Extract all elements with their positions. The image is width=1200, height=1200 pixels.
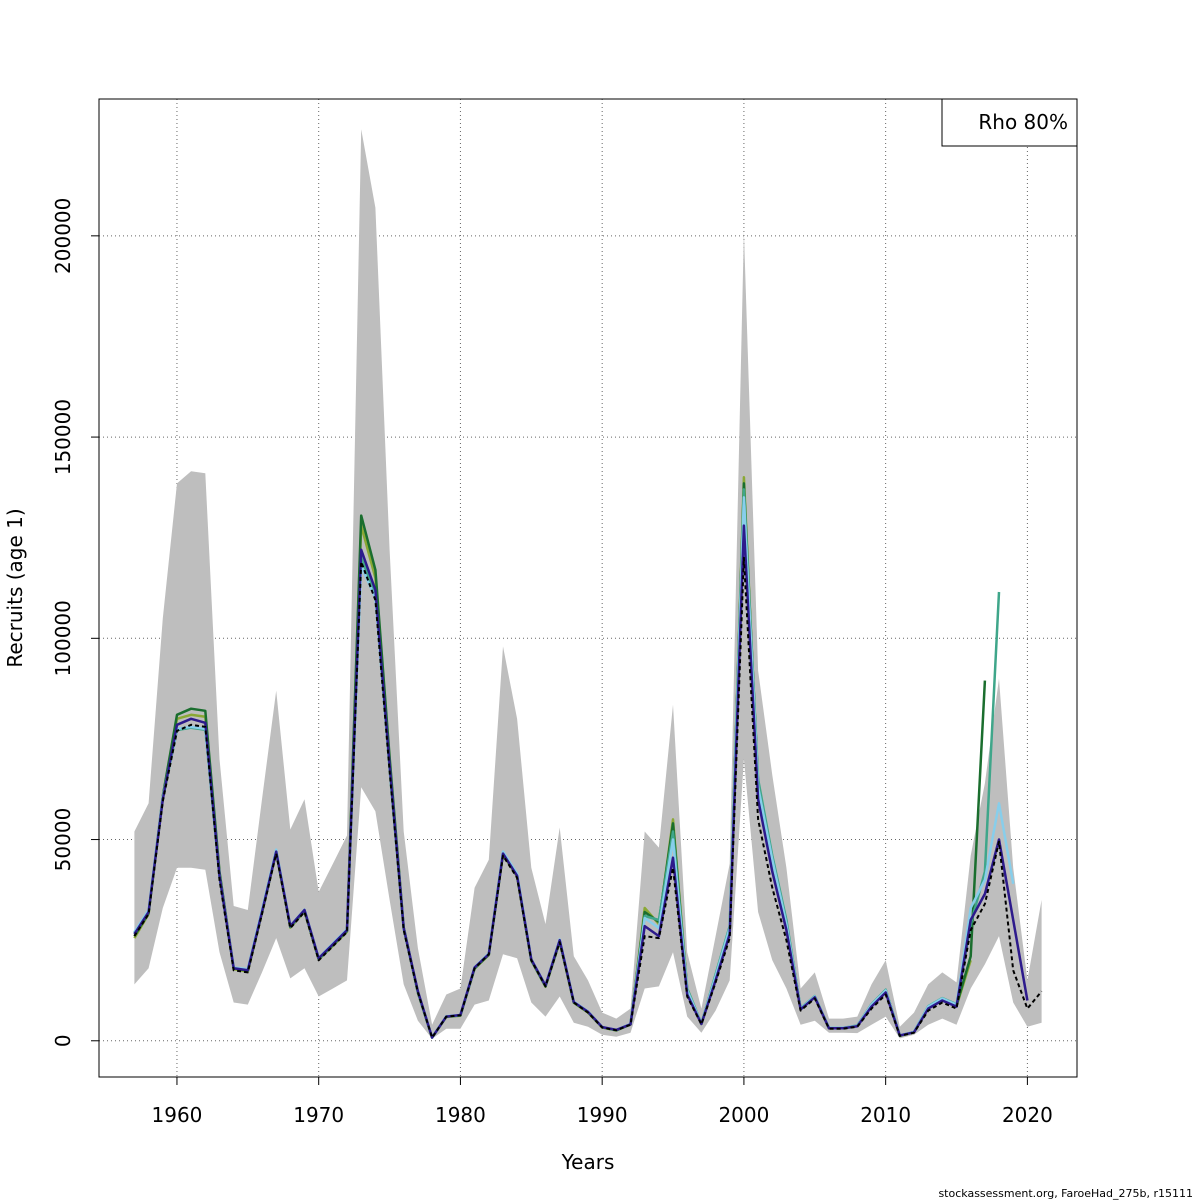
ci-band-area xyxy=(134,129,1042,1039)
series-line xyxy=(133,556,1043,1039)
legend-entry: Rho 80% xyxy=(978,110,1068,134)
y-tick-label: 0 xyxy=(51,1034,75,1047)
legend: Rho 80% xyxy=(941,98,1078,147)
x-axis-label: Years xyxy=(561,1150,615,1174)
x-tick-label: 2020 xyxy=(1002,1103,1053,1127)
y-tick-label: 50000 xyxy=(51,808,75,872)
y-tick-label: 150000 xyxy=(51,399,75,475)
x-tick-label: 2000 xyxy=(718,1103,769,1127)
x-tick-label: 1970 xyxy=(293,1103,344,1127)
x-tick-label: 1980 xyxy=(435,1103,486,1127)
y-tick-label: 100000 xyxy=(51,600,75,676)
x-axis: 1960 1970 1980 1990 2000 2010 2020 xyxy=(152,1076,1053,1127)
x-tick-label: 1990 xyxy=(577,1103,628,1127)
series-lines xyxy=(133,476,1043,1039)
x-tick-label: 1960 xyxy=(152,1103,203,1127)
y-axis: 0 50000 100000 150000 200000 xyxy=(51,198,100,1047)
legend-box xyxy=(941,98,1078,147)
confidence-band xyxy=(134,129,1042,1039)
y-tick-label: 200000 xyxy=(51,198,75,274)
x-tick-label: 2010 xyxy=(860,1103,911,1127)
y-axis-label: Recruits (age 1) xyxy=(3,508,27,667)
footer-credit: stockassessment.org, FaroeHad_275b, r151… xyxy=(938,1187,1193,1200)
grid-lines xyxy=(99,99,1077,1077)
